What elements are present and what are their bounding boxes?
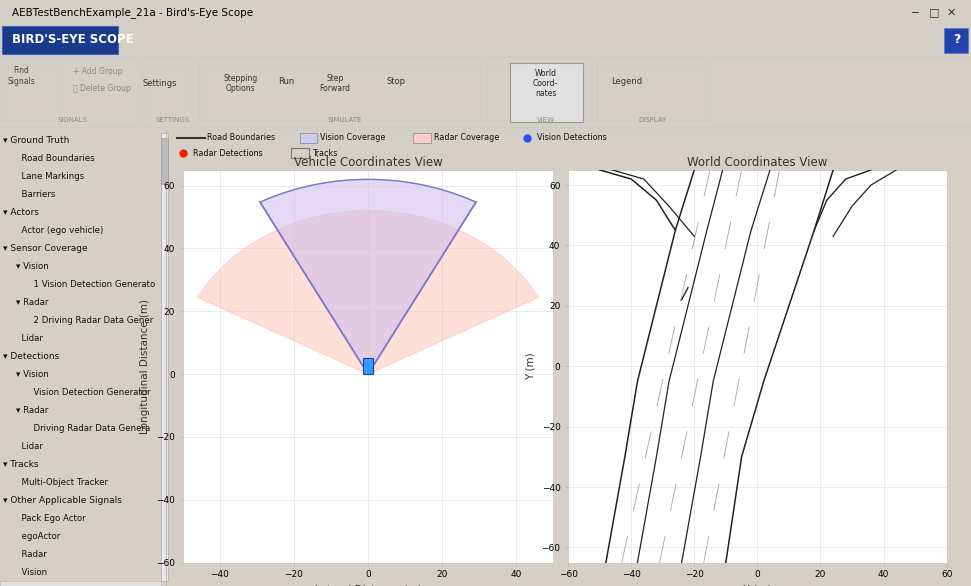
Bar: [413, 133, 431, 143]
Text: SETTINGS: SETTINGS: [155, 117, 190, 123]
Text: ▾ Tracks: ▾ Tracks: [4, 460, 39, 469]
Text: Tracks: Tracks: [312, 149, 337, 158]
Text: Vision: Vision: [16, 568, 47, 577]
Text: ?: ?: [953, 33, 960, 46]
Bar: [363, 359, 373, 374]
Polygon shape: [260, 179, 476, 374]
Text: ▾ Radar: ▾ Radar: [16, 406, 48, 415]
Text: Stepping
Options: Stepping Options: [223, 74, 258, 93]
Text: ✕: ✕: [947, 7, 956, 18]
Text: + Add Group: + Add Group: [73, 67, 122, 76]
Text: Actor (ego vehicle): Actor (ego vehicle): [16, 226, 103, 235]
Text: Pack Ego Actor: Pack Ego Actor: [16, 514, 85, 523]
Text: Road Boundaries: Road Boundaries: [207, 134, 276, 142]
Text: Legend: Legend: [611, 77, 642, 86]
Text: Settings: Settings: [143, 79, 178, 88]
Bar: [291, 148, 309, 158]
Text: Lane Markings: Lane Markings: [16, 172, 84, 181]
Text: Stop: Stop: [386, 77, 406, 86]
Text: Radar Detections: Radar Detections: [193, 149, 262, 158]
Text: AEBTestBenchExample_21a - Bird's-Eye Scope: AEBTestBenchExample_21a - Bird's-Eye Sco…: [12, 7, 252, 18]
Text: Multi-Object Tracker: Multi-Object Tracker: [16, 478, 108, 487]
Text: ▾ Radar: ▾ Radar: [16, 298, 48, 307]
FancyBboxPatch shape: [2, 26, 118, 54]
Text: Radar Coverage: Radar Coverage: [434, 134, 499, 142]
Text: 1 Vision Detection Generato: 1 Vision Detection Generato: [27, 280, 155, 289]
Text: ▾ Detections: ▾ Detections: [4, 352, 59, 361]
Text: DISPLAY: DISPLAY: [638, 117, 667, 123]
Bar: [161, 138, 168, 184]
FancyBboxPatch shape: [510, 63, 583, 121]
Text: Barriers: Barriers: [16, 190, 55, 199]
Text: ▾ Other Applicable Signals: ▾ Other Applicable Signals: [4, 496, 122, 505]
Text: World
Coord-
nates: World Coord- nates: [533, 69, 558, 98]
Text: ▾ Vision: ▾ Vision: [16, 370, 49, 379]
Text: Vision Detections: Vision Detections: [537, 134, 607, 142]
Text: □: □: [929, 7, 939, 18]
Title: Vehicle Coordinates View: Vehicle Coordinates View: [293, 156, 443, 169]
Text: VIEW: VIEW: [537, 117, 554, 123]
Text: Find
Signals: Find Signals: [8, 66, 35, 86]
Text: SIGNALS: SIGNALS: [58, 117, 87, 123]
Text: ▾ Ground Truth: ▾ Ground Truth: [4, 136, 70, 145]
Text: 2 Driving Radar Data Gener: 2 Driving Radar Data Gener: [27, 316, 152, 325]
Text: egoActor: egoActor: [16, 532, 60, 541]
Y-axis label: Longitudinal Distance (m): Longitudinal Distance (m): [141, 299, 151, 434]
Text: ▾ Actors: ▾ Actors: [4, 208, 40, 217]
Text: Lidar: Lidar: [16, 334, 43, 343]
Bar: [300, 133, 318, 143]
Text: 🗑 Delete Group: 🗑 Delete Group: [73, 84, 131, 93]
Text: SIMULATE: SIMULATE: [327, 117, 362, 123]
Text: ─: ─: [912, 7, 918, 18]
Text: Lidar: Lidar: [16, 442, 43, 451]
Bar: [0, 581, 161, 586]
FancyBboxPatch shape: [944, 28, 968, 53]
Text: ▾ Vision: ▾ Vision: [16, 262, 49, 271]
Bar: [161, 134, 168, 581]
Text: BIRD'S-EYE SCOPE: BIRD'S-EYE SCOPE: [12, 33, 133, 46]
X-axis label: X (m): X (m): [743, 585, 772, 586]
Title: World Coordinates View: World Coordinates View: [687, 156, 827, 169]
Text: Radar: Radar: [16, 550, 47, 559]
X-axis label: Lateral Distance (m): Lateral Distance (m): [315, 585, 421, 586]
Text: Vision Detection Generator: Vision Detection Generator: [27, 388, 151, 397]
Text: Driving Radar Data Genera: Driving Radar Data Genera: [27, 424, 150, 433]
Text: ▾ Sensor Coverage: ▾ Sensor Coverage: [4, 244, 88, 253]
Y-axis label: Y (m): Y (m): [526, 352, 536, 380]
Polygon shape: [198, 211, 538, 374]
Text: Run: Run: [279, 77, 294, 86]
Text: Vision Coverage: Vision Coverage: [320, 134, 385, 142]
Text: Road Boundaries: Road Boundaries: [16, 154, 94, 163]
Text: Step
Forward: Step Forward: [319, 74, 351, 93]
